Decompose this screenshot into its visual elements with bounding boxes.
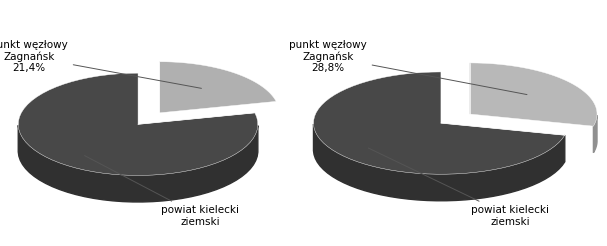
Text: powiat kielecki
ziemski: powiat kielecki ziemski <box>84 155 239 227</box>
Polygon shape <box>594 115 597 153</box>
Polygon shape <box>18 73 258 175</box>
Text: powiat kielecki
ziemski: powiat kielecki ziemski <box>368 148 549 227</box>
Text: punkt węzłowy
Zagnańsk
21,4%: punkt węzłowy Zagnańsk 21,4% <box>0 40 202 88</box>
Polygon shape <box>470 63 597 126</box>
Polygon shape <box>160 62 276 113</box>
Text: punkt węzłowy
Zagnańsk
28,8%: punkt węzłowy Zagnańsk 28,8% <box>289 40 527 94</box>
Polygon shape <box>313 124 565 201</box>
Polygon shape <box>18 125 258 202</box>
Polygon shape <box>313 72 565 174</box>
